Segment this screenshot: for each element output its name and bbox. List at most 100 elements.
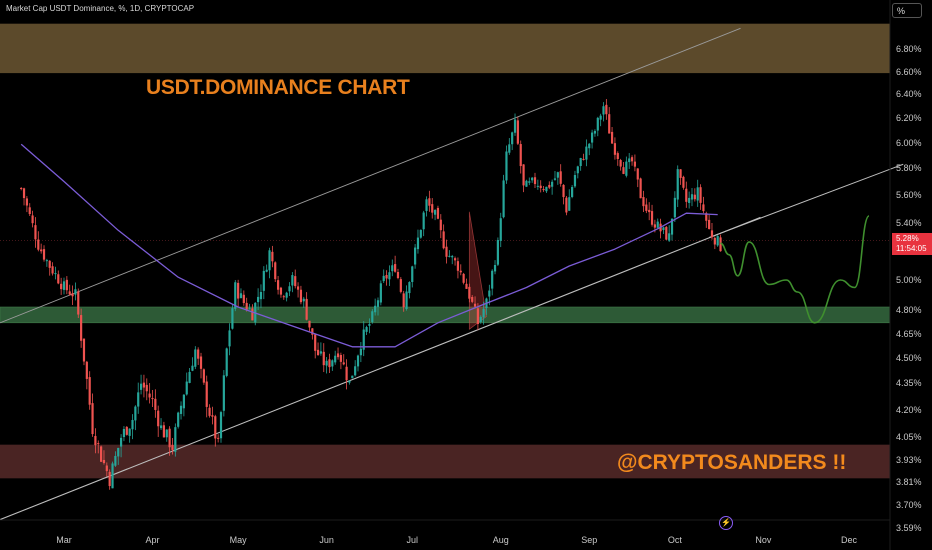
candle-body — [351, 375, 354, 379]
candle-body — [705, 213, 708, 221]
y-tick-label: 4.20% — [896, 405, 922, 415]
candle-body — [188, 371, 191, 383]
candle-body — [556, 172, 559, 178]
candle-body — [482, 308, 485, 318]
candle-body — [342, 362, 345, 365]
candle-body — [294, 276, 297, 287]
candle-body — [165, 429, 168, 438]
candle-body — [74, 289, 77, 295]
chart-title-annotation: USDT.DOMINANCE CHART — [146, 76, 410, 99]
candle-body — [522, 164, 525, 186]
candle-body — [559, 171, 562, 184]
candle-body — [528, 181, 531, 183]
candle-body — [625, 161, 628, 176]
candle-body — [25, 198, 28, 206]
candle-body — [479, 316, 482, 322]
candle-body — [519, 144, 522, 167]
candle-body — [436, 207, 440, 219]
candle-body — [676, 169, 679, 200]
candle-body — [590, 132, 594, 143]
candle-body — [453, 258, 457, 261]
zones-layer — [0, 23, 891, 479]
candle-body — [542, 189, 545, 191]
candle-body — [308, 320, 311, 328]
candle-body — [331, 360, 334, 367]
candle-body — [653, 224, 656, 228]
candle-body — [690, 194, 694, 200]
candle-body — [579, 158, 582, 167]
candle-body — [62, 281, 66, 290]
candle-body — [71, 293, 74, 297]
candle-body — [268, 250, 271, 271]
candle-body — [128, 428, 131, 436]
x-tick-label: May — [230, 535, 248, 545]
candle-body — [314, 334, 317, 351]
candle-body — [696, 187, 699, 201]
candle-body — [334, 355, 337, 363]
candle-body — [194, 349, 197, 367]
candle-body — [642, 197, 645, 207]
candle-body — [422, 212, 425, 230]
candle-body — [576, 166, 579, 174]
channel-lower-line — [0, 216, 761, 521]
candle-body — [82, 338, 86, 362]
candle-body — [670, 218, 674, 235]
candle-body — [599, 115, 602, 120]
y-tick-label: 5.00% — [896, 275, 922, 285]
moving-average-series — [20, 143, 718, 348]
candle-body — [100, 446, 103, 462]
candle-body — [217, 437, 220, 439]
candle-body — [214, 416, 217, 439]
candle-body — [88, 377, 91, 405]
demand-zone — [0, 444, 890, 479]
candle-body — [219, 412, 223, 439]
candle-body — [405, 291, 408, 310]
candle-body — [513, 119, 517, 133]
x-tick-label: Jun — [319, 535, 334, 545]
candle-body — [662, 227, 665, 231]
candle-body — [396, 272, 400, 279]
candle-body — [65, 279, 68, 291]
candle-body — [702, 204, 705, 212]
candle-body — [630, 157, 634, 162]
candle-body — [42, 249, 46, 260]
candle-body — [154, 398, 157, 410]
candle-body — [119, 437, 123, 447]
candle-body — [85, 361, 88, 379]
candle-body — [442, 231, 445, 249]
candle-body — [374, 305, 377, 313]
candle-body — [199, 356, 203, 369]
candle-body — [639, 178, 642, 199]
y-tick-label: 5.60% — [896, 190, 922, 200]
candle-body — [197, 349, 200, 359]
y-tick-label: 6.60% — [896, 67, 922, 77]
candle-body — [665, 226, 668, 240]
candle-body — [57, 274, 60, 284]
candle-body — [533, 177, 537, 185]
candle-body — [371, 311, 374, 323]
candle-body — [411, 266, 414, 283]
candle-body — [276, 280, 280, 290]
candle-body — [68, 291, 71, 295]
projection-series — [720, 215, 870, 324]
candle-body — [536, 185, 539, 187]
y-tick-label: 5.80% — [896, 163, 922, 173]
candle-body — [656, 221, 659, 228]
candle-body — [111, 463, 114, 489]
candle-body — [419, 229, 422, 238]
candle-body — [257, 296, 260, 303]
candle-body — [685, 188, 688, 202]
candle-body — [608, 114, 611, 134]
unit-toggle-button[interactable]: % — [892, 3, 922, 18]
x-tick-label: Mar — [56, 535, 72, 545]
y-tick-label: 4.05% — [896, 432, 922, 442]
candle-body — [48, 260, 51, 268]
candle-body — [376, 300, 380, 307]
lightning-icon[interactable]: ⚡ — [719, 516, 733, 530]
candle-body — [708, 219, 711, 230]
candle-body — [582, 158, 585, 160]
candle-body — [102, 459, 106, 464]
candle-body — [505, 151, 508, 181]
candle-body — [162, 425, 166, 438]
